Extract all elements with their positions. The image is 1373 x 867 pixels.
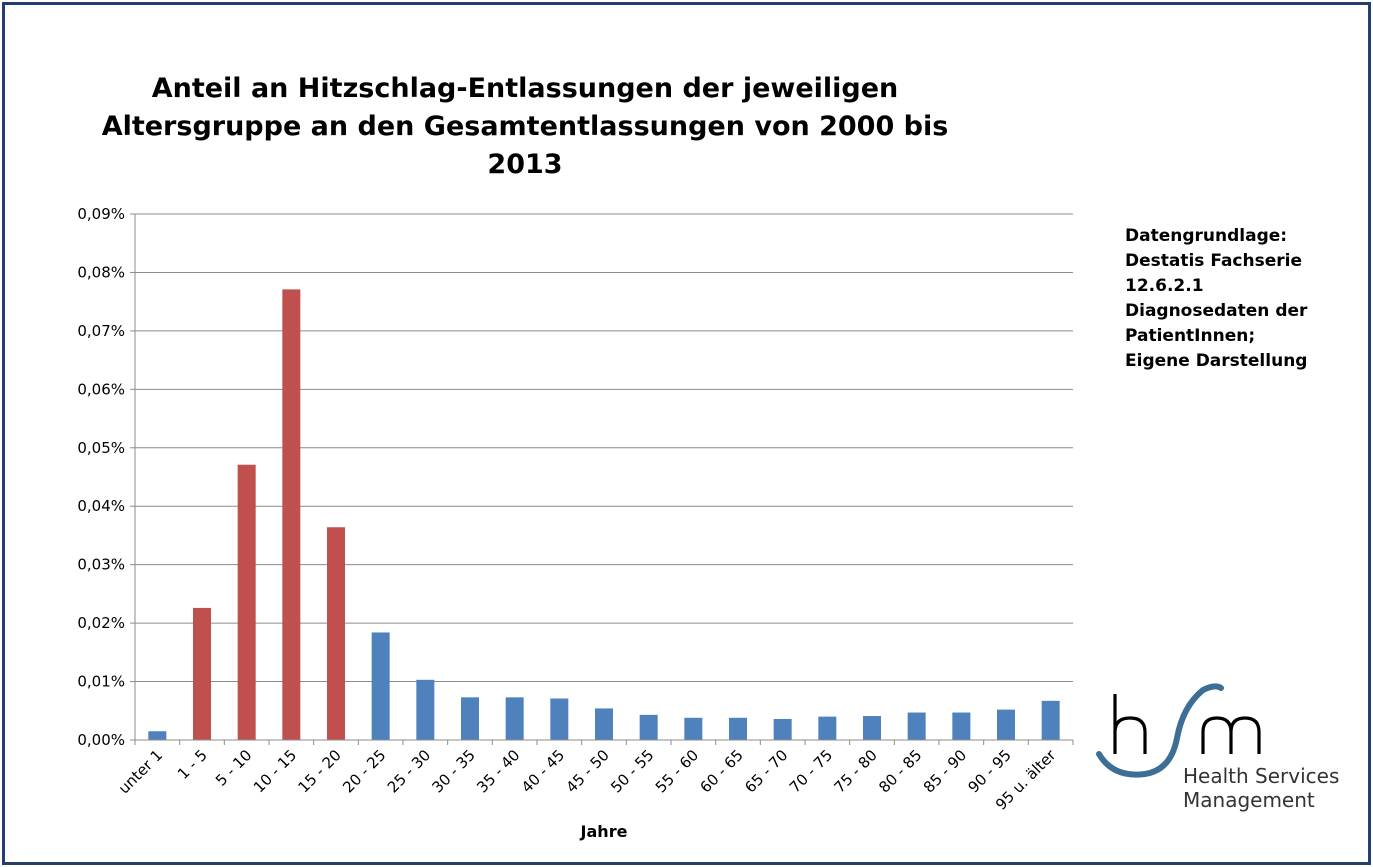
logo-letter-h bbox=[1113, 694, 1147, 754]
bar-10-15 bbox=[282, 289, 301, 740]
source-note-line-4: Diagnosedaten der bbox=[1125, 301, 1308, 321]
source-note: Datengrundlage: Destatis Fachserie 12.6.… bbox=[1125, 224, 1355, 374]
logo-swoosh bbox=[1096, 683, 1224, 778]
x-tick-label: 15 - 20 bbox=[295, 746, 345, 796]
x-tick-label: 85 - 90 bbox=[920, 746, 970, 796]
x-tick-label: 65 - 70 bbox=[741, 746, 791, 796]
y-tick-label: 0,00% bbox=[77, 731, 125, 749]
x-tick-label: 1 - 5 bbox=[174, 746, 211, 783]
x-axis-label: Jahre bbox=[580, 822, 628, 841]
y-tick-label: 0,09% bbox=[77, 205, 125, 223]
bar-95-u-lter bbox=[1041, 700, 1060, 740]
bar-40-45 bbox=[550, 698, 569, 740]
logo-letter-m bbox=[1201, 716, 1261, 754]
bar-70-75 bbox=[818, 716, 837, 740]
source-note-line-3: 12.6.2.1 bbox=[1125, 276, 1204, 296]
x-tick-label: unter 1 bbox=[115, 746, 166, 797]
bar-unter-1 bbox=[148, 731, 167, 740]
source-note-line-6: Eigene Darstellung bbox=[1125, 351, 1308, 371]
bar-45-50 bbox=[595, 708, 613, 740]
x-tick-label: 20 - 25 bbox=[339, 746, 389, 796]
x-tick-label: 45 - 50 bbox=[563, 746, 613, 796]
source-note-line-5: PatientInnen; bbox=[1125, 326, 1256, 346]
chart-title-line-2: Altersgruppe an den Gesamtentlassungen v… bbox=[101, 111, 949, 142]
bar-55-60 bbox=[684, 717, 703, 740]
bar-25-30 bbox=[416, 679, 435, 740]
y-tick-label: 0,01% bbox=[77, 673, 125, 691]
logo-text-line-1: Health Services bbox=[1183, 764, 1340, 788]
bar-20-25 bbox=[371, 632, 390, 740]
chart-title-line-3: 2013 bbox=[487, 149, 563, 180]
x-tick-label: 60 - 65 bbox=[697, 746, 747, 796]
x-tick-label: 50 - 55 bbox=[607, 746, 657, 796]
y-tick-label: 0,05% bbox=[77, 439, 125, 457]
logo-text: Health Services Management bbox=[1183, 764, 1339, 812]
y-tick-label: 0,08% bbox=[77, 263, 125, 281]
logo-text-line-2: Management bbox=[1183, 788, 1315, 812]
hsm-logo bbox=[1096, 683, 1261, 778]
bar-90-95 bbox=[997, 709, 1015, 740]
bar-1-5 bbox=[193, 607, 211, 740]
y-tick-label: 0,07% bbox=[77, 322, 125, 340]
x-tick-label: 5 - 10 bbox=[212, 746, 256, 790]
chart-title: Anteil an Hitzschlag-Entlassungen der je… bbox=[100, 70, 950, 184]
bar-60-65 bbox=[729, 717, 747, 740]
bar-65-70 bbox=[773, 718, 792, 740]
y-tick-label: 0,02% bbox=[77, 614, 125, 632]
bar-80-85 bbox=[907, 712, 926, 740]
source-note-line-2: Destatis Fachserie bbox=[1125, 251, 1303, 271]
x-tick-label: 75 - 80 bbox=[831, 746, 881, 796]
bar-5-10 bbox=[237, 464, 256, 740]
chart-title-line-1: Anteil an Hitzschlag-Entlassungen der je… bbox=[151, 73, 899, 104]
source-note-line-1: Datengrundlage: bbox=[1125, 226, 1288, 246]
bar-75-80 bbox=[863, 716, 881, 740]
bar-30-35 bbox=[461, 697, 479, 740]
y-tick-label: 0,06% bbox=[77, 380, 125, 398]
x-tick-label: 35 - 40 bbox=[473, 746, 523, 796]
bar-50-55 bbox=[639, 714, 658, 740]
bar-15-20 bbox=[327, 527, 345, 740]
y-tick-label: 0,04% bbox=[77, 497, 125, 515]
x-tick-label: 25 - 30 bbox=[384, 746, 434, 796]
y-tick-label: 0,03% bbox=[77, 556, 125, 574]
x-tick-label: 80 - 85 bbox=[875, 746, 925, 796]
x-tick-label: 10 - 15 bbox=[250, 746, 300, 796]
bar-85-90 bbox=[952, 712, 971, 740]
x-tick-label: 55 - 60 bbox=[652, 746, 702, 796]
x-tick-label: 30 - 35 bbox=[429, 746, 479, 796]
bar-35-40 bbox=[505, 697, 524, 740]
x-tick-label: 70 - 75 bbox=[786, 746, 836, 796]
x-tick-label: 40 - 45 bbox=[518, 746, 568, 796]
